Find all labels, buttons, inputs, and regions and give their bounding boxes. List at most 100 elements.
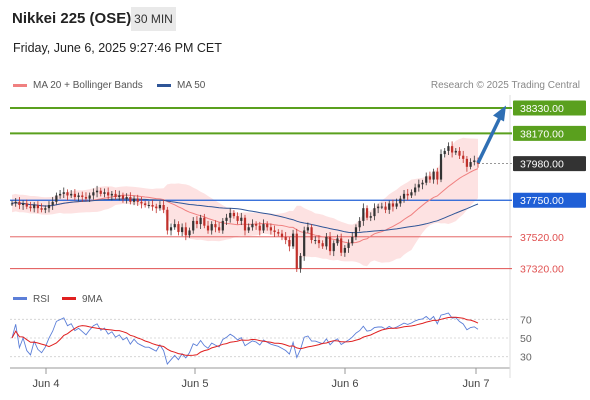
candle-body bbox=[158, 205, 162, 209]
candle-body bbox=[451, 146, 454, 153]
candle-body bbox=[29, 206, 32, 209]
level-tag-resistance bbox=[513, 100, 586, 116]
x-tick-label: Jun 6 bbox=[332, 378, 359, 390]
rsi-tick-label: 30 bbox=[520, 352, 532, 364]
candle-body bbox=[251, 224, 254, 228]
instrument-title: Nikkei 225 (OSE) bbox=[12, 10, 132, 27]
candle-body bbox=[184, 227, 187, 236]
candle-body bbox=[399, 198, 402, 204]
candle-body bbox=[73, 193, 76, 198]
candle-body bbox=[362, 208, 365, 221]
candle-body bbox=[58, 193, 62, 196]
candle-body bbox=[391, 203, 395, 207]
rsi-legend-label: RSI bbox=[33, 294, 50, 305]
candle-body bbox=[114, 193, 117, 198]
candle-body bbox=[225, 217, 228, 221]
rsi-swatch bbox=[13, 297, 27, 300]
candle-body bbox=[177, 224, 180, 233]
candle-body bbox=[151, 205, 154, 207]
candle-body bbox=[365, 208, 369, 218]
candle-body bbox=[169, 227, 173, 231]
candle-body bbox=[280, 233, 284, 237]
candle-body bbox=[210, 224, 213, 231]
level-label-resistance: 38170.00 bbox=[520, 128, 564, 140]
candle-body bbox=[258, 225, 261, 231]
rsi-ma-swatch bbox=[62, 297, 76, 300]
candle-body bbox=[40, 208, 43, 210]
candle-body bbox=[18, 201, 21, 205]
candle-body bbox=[273, 230, 276, 233]
candle-body bbox=[284, 236, 287, 240]
candle-body bbox=[388, 203, 391, 210]
candle-body bbox=[458, 150, 461, 156]
level-label-last: 37980.00 bbox=[520, 159, 564, 171]
forecast-arrow-head bbox=[493, 105, 506, 122]
candle-body bbox=[81, 195, 84, 198]
candle-body bbox=[55, 195, 58, 202]
candle-body bbox=[166, 209, 169, 231]
candle-body bbox=[88, 195, 91, 199]
candle-body bbox=[254, 224, 258, 226]
candle-body bbox=[173, 224, 176, 228]
candle-body bbox=[125, 197, 128, 199]
legend-ma50: MA 50 bbox=[157, 80, 205, 91]
candle-body bbox=[266, 224, 269, 228]
rsi-tick-label: 70 bbox=[520, 314, 532, 326]
candle-body bbox=[447, 146, 450, 151]
level-label-support: 37320.00 bbox=[520, 264, 564, 276]
ma50-swatch bbox=[157, 83, 171, 87]
candle-body bbox=[291, 233, 295, 247]
legend-ma20-label: MA 20 + Bollinger Bands bbox=[33, 80, 143, 91]
candle-body bbox=[110, 193, 113, 196]
candle-body bbox=[243, 217, 247, 231]
level-tag-pivot bbox=[513, 192, 586, 208]
level-tag-last bbox=[513, 156, 586, 172]
candle-body bbox=[44, 208, 47, 210]
candle-body bbox=[406, 193, 409, 196]
candle-body bbox=[107, 192, 110, 196]
candle-body bbox=[336, 238, 339, 244]
candle-body bbox=[10, 203, 14, 205]
candle-body bbox=[269, 227, 272, 231]
candle-body bbox=[14, 201, 17, 204]
candle-body bbox=[384, 206, 387, 210]
candle-body bbox=[306, 227, 309, 231]
candle-body bbox=[62, 192, 65, 194]
candle-body bbox=[118, 195, 121, 198]
legend-ma20: MA 20 + Bollinger Bands bbox=[13, 80, 143, 91]
candle-body bbox=[129, 197, 132, 202]
candle-body bbox=[195, 220, 199, 225]
candle-body bbox=[310, 227, 313, 240]
level-tag-resistance bbox=[513, 125, 586, 141]
level-label-resistance: 38330.00 bbox=[520, 103, 564, 115]
candle-body bbox=[103, 192, 106, 194]
candle-body bbox=[325, 236, 328, 247]
candle-body bbox=[199, 217, 202, 225]
candle-body bbox=[410, 192, 413, 196]
candle-body bbox=[321, 243, 324, 247]
candle-body bbox=[358, 220, 361, 228]
candle-body bbox=[288, 240, 291, 247]
candle-body bbox=[354, 227, 358, 237]
candle-body bbox=[92, 192, 95, 196]
candle-body bbox=[36, 205, 39, 209]
candle-body bbox=[417, 184, 420, 188]
candle-body bbox=[25, 203, 28, 207]
candle-body bbox=[462, 155, 465, 159]
candle-body bbox=[436, 171, 439, 180]
candle-body bbox=[236, 216, 239, 221]
x-tick-label: Jun 4 bbox=[33, 378, 60, 390]
candle-body bbox=[351, 236, 354, 244]
candle-body bbox=[240, 217, 243, 221]
candle-body bbox=[192, 220, 195, 231]
chart-datetime: Friday, June 6, 2025 9:27:46 PM CET bbox=[13, 41, 222, 55]
x-tick-label: Jun 7 bbox=[463, 378, 490, 390]
level-label-pivot: 37750.00 bbox=[520, 195, 564, 207]
candle-body bbox=[214, 224, 217, 228]
forecast-arrow-shaft bbox=[476, 116, 502, 164]
candle-body bbox=[144, 203, 147, 205]
candle-body bbox=[155, 206, 158, 209]
timeframe-button[interactable]: 30 MIN bbox=[131, 7, 176, 31]
candle-body bbox=[428, 176, 432, 180]
